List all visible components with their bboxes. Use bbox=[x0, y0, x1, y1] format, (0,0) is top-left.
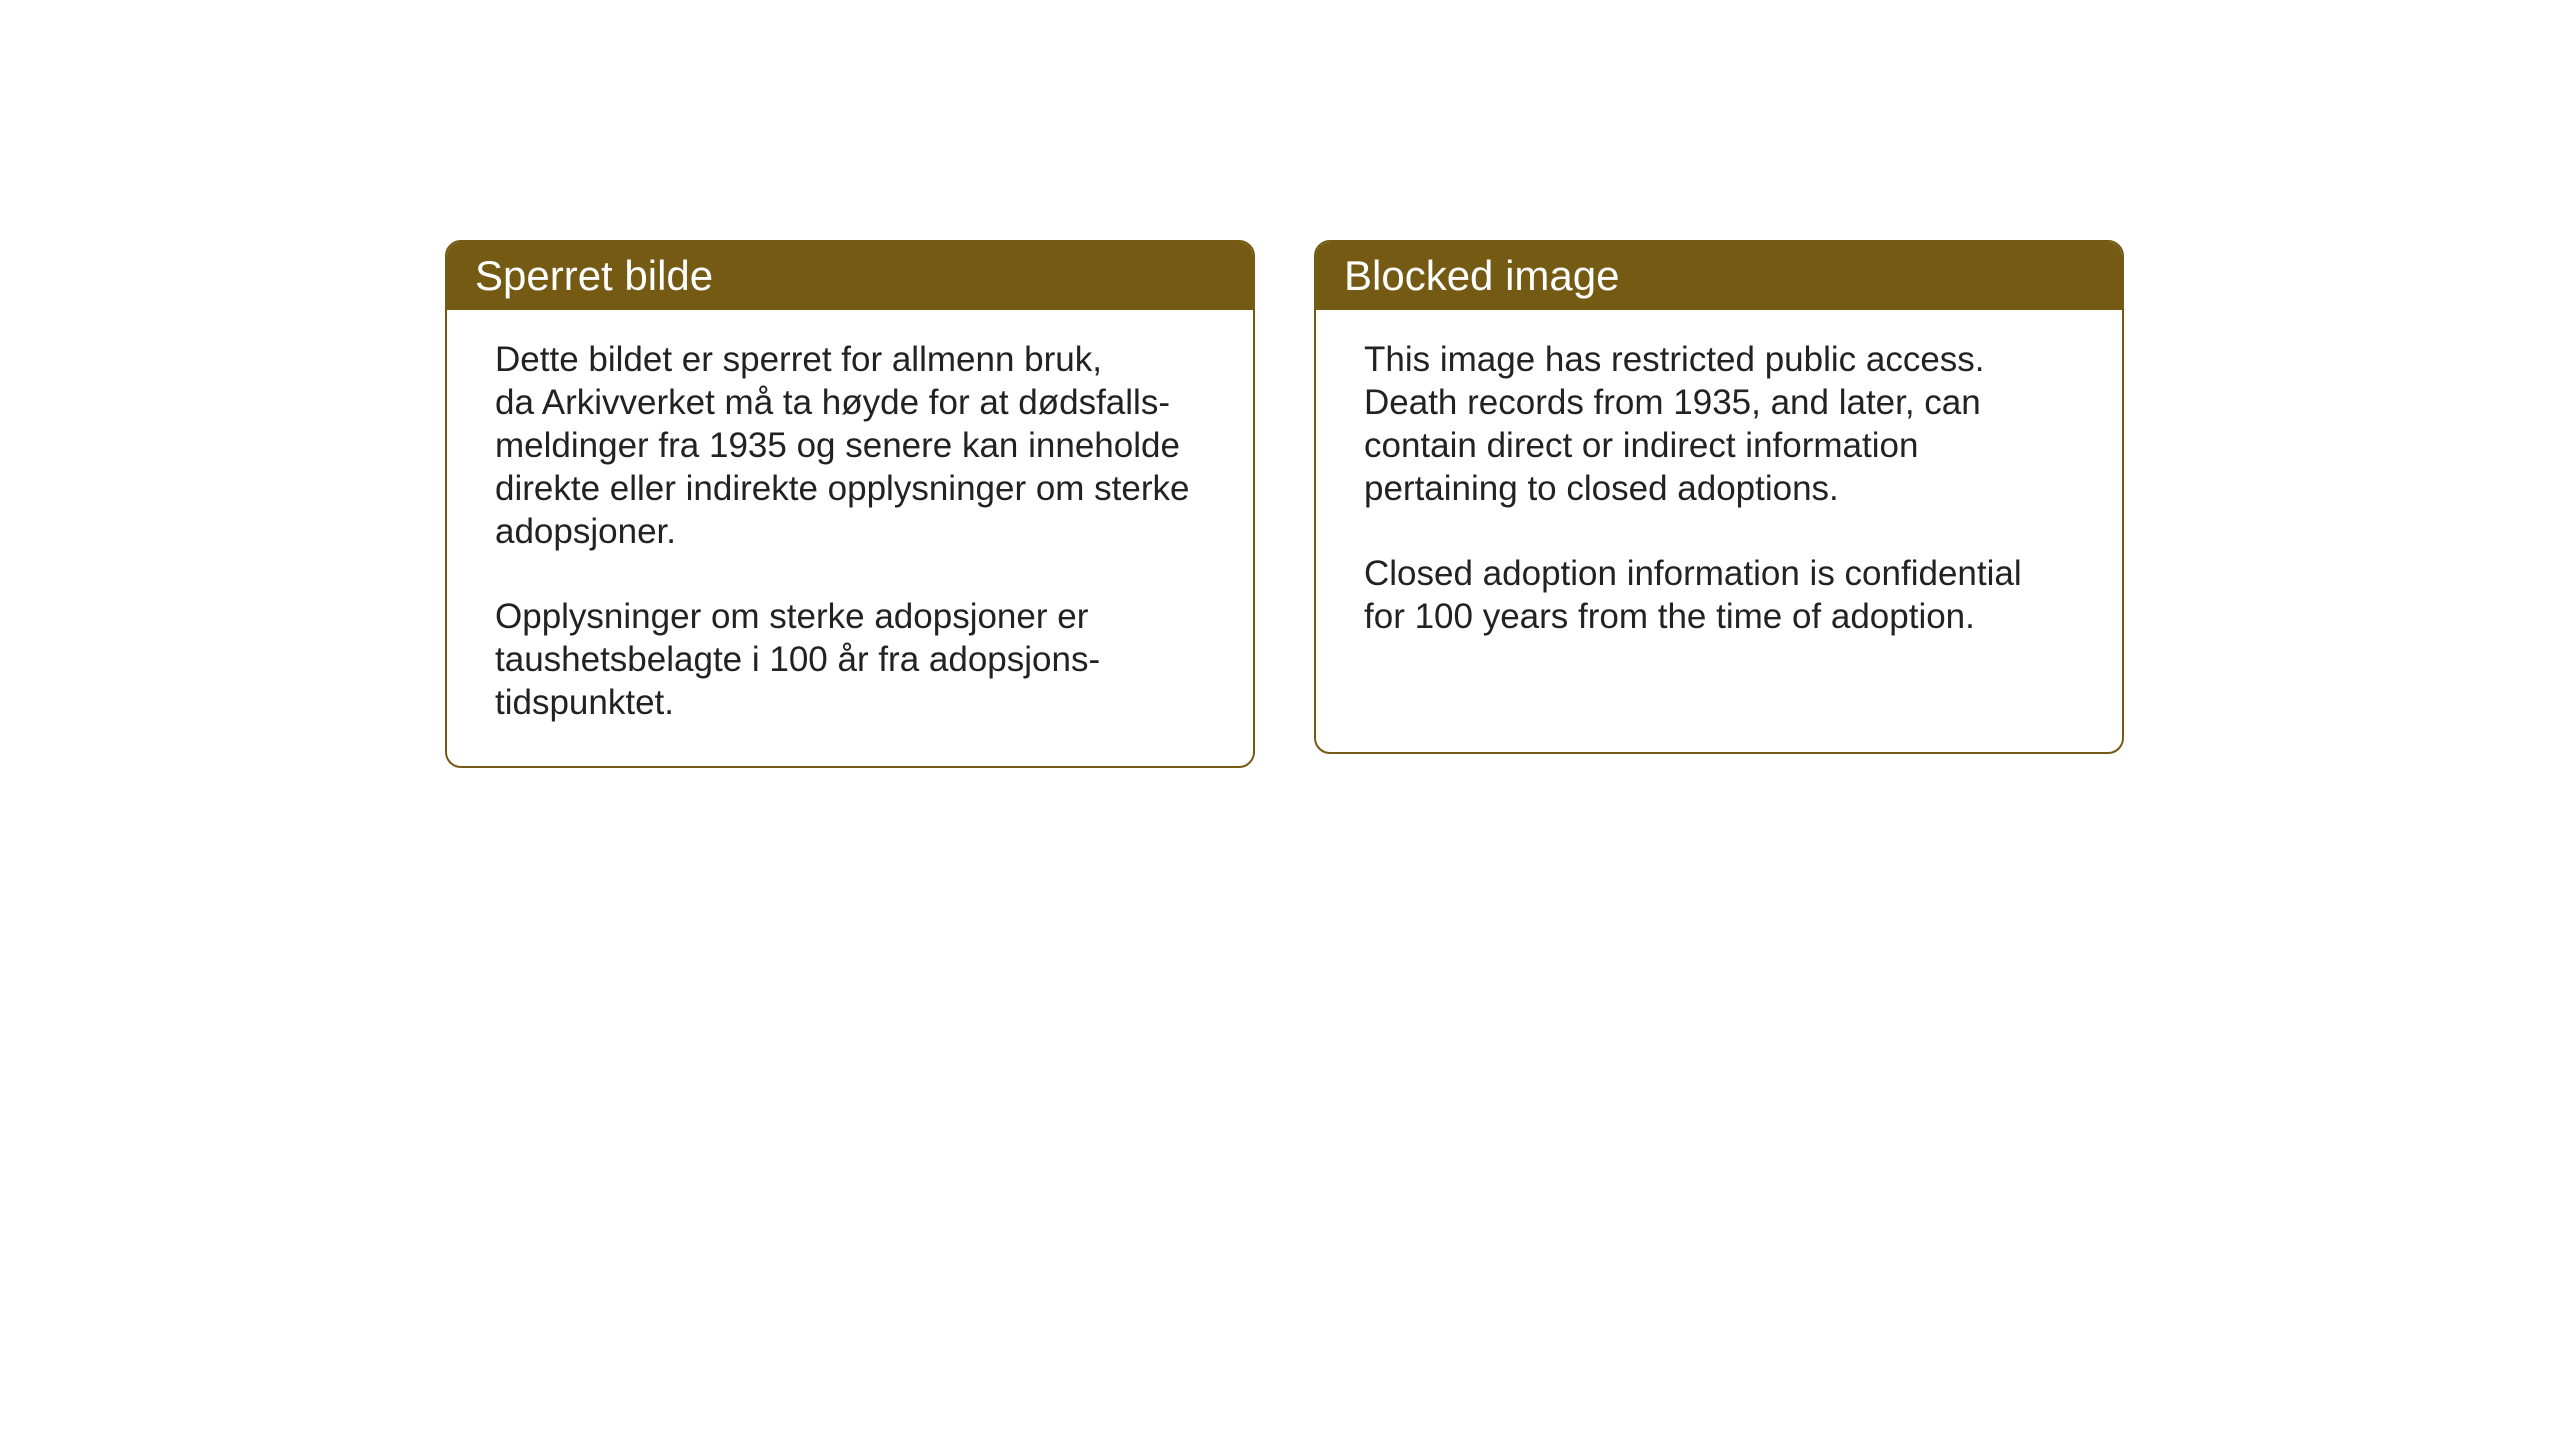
card-norwegian-body: Dette bildet er sperret for allmenn bruk… bbox=[447, 310, 1253, 766]
card-english-header: Blocked image bbox=[1316, 242, 2122, 310]
card-norwegian-header: Sperret bilde bbox=[447, 242, 1253, 310]
card-norwegian-title: Sperret bilde bbox=[475, 252, 713, 299]
card-english-title: Blocked image bbox=[1344, 252, 1619, 299]
card-english-body: This image has restricted public access.… bbox=[1316, 310, 2122, 680]
cards-container: Sperret bilde Dette bildet er sperret fo… bbox=[445, 240, 2124, 768]
card-norwegian-paragraph-1: Dette bildet er sperret for allmenn bruk… bbox=[495, 338, 1205, 553]
card-english-paragraph-1: This image has restricted public access.… bbox=[1364, 338, 2074, 510]
card-english-paragraph-2: Closed adoption information is confident… bbox=[1364, 552, 2074, 638]
card-norwegian: Sperret bilde Dette bildet er sperret fo… bbox=[445, 240, 1255, 768]
card-norwegian-paragraph-2: Opplysninger om sterke adopsjoner er tau… bbox=[495, 595, 1205, 724]
card-english: Blocked image This image has restricted … bbox=[1314, 240, 2124, 754]
